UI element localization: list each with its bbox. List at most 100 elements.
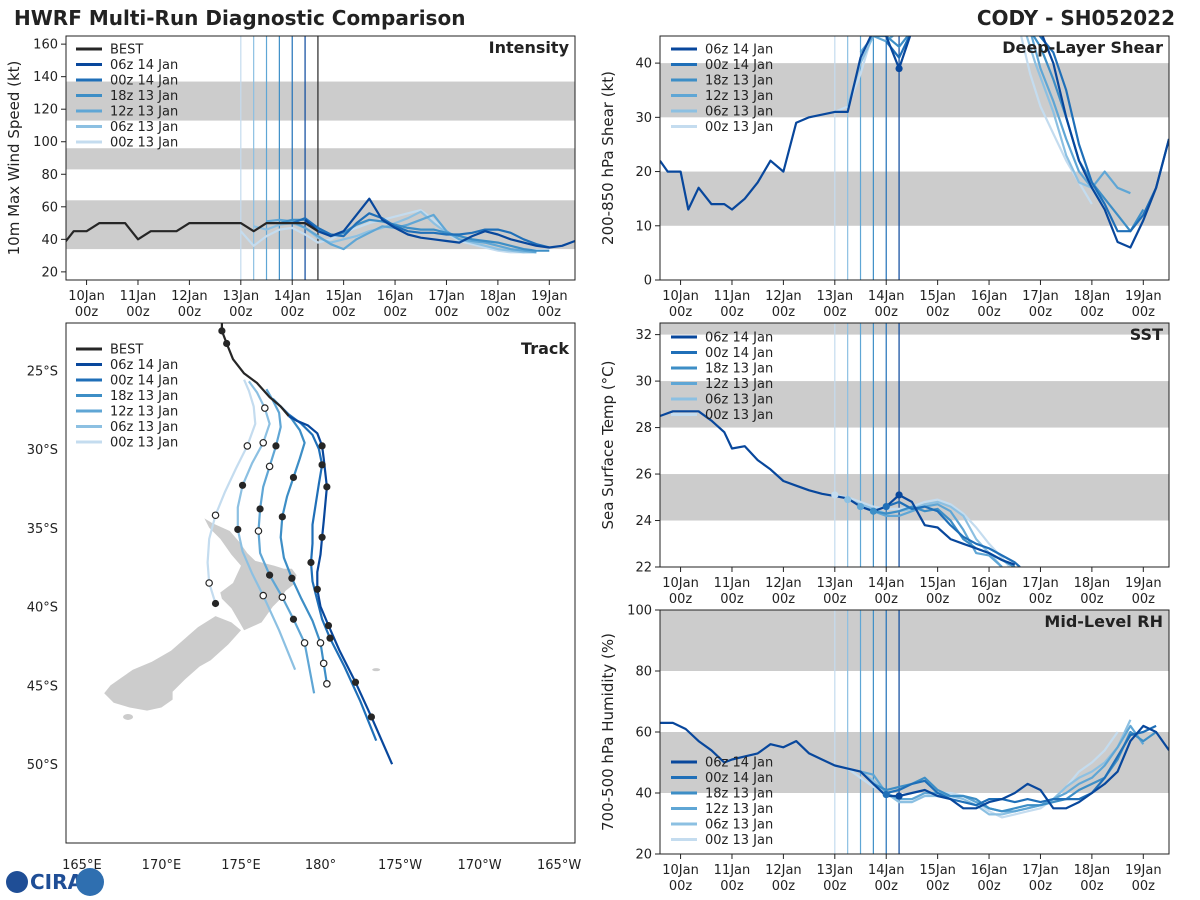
bands	[66, 81, 575, 250]
track-halfday-marker	[259, 438, 268, 447]
series-00z-13-jan	[834, 493, 1011, 567]
track-halfday-marker	[259, 591, 268, 600]
y-tick-label: 100	[33, 135, 58, 150]
x-tick-sublabel: 00z	[75, 305, 99, 320]
x-tick-label: 16Jan	[971, 576, 1008, 591]
x-tick-sublabel: 00z	[926, 592, 950, 607]
x-tick-sublabel: 00z	[772, 592, 796, 607]
legend-label: 06z 14 Jan	[705, 756, 773, 771]
track-day-marker	[266, 571, 274, 579]
band-1	[660, 381, 1169, 428]
lat-label: 35°S	[27, 522, 58, 537]
legend-label: 06z 13 Jan	[110, 120, 178, 135]
x-tick-label: 11Jan	[714, 576, 751, 591]
init-marker-06z-14-jan	[895, 64, 903, 73]
series-12z-13-jan	[860, 503, 1003, 567]
map-frame	[65, 322, 576, 844]
track-00z-14-jan	[279, 405, 378, 742]
intensity-panel: 20 40 60 80 100 120 140 160 10m Max Wind Speed (…	[5, 35, 576, 320]
track-day-marker	[318, 461, 326, 469]
y-tick-label: 40	[635, 787, 652, 802]
x-tick-sublabel: 00z	[823, 305, 847, 320]
x-tick-sublabel: 00z	[1029, 879, 1053, 894]
legend-label: 12z 13 Jan	[110, 405, 178, 420]
rh-panel: 20 40 60 80 100 700-500 hPa Humidity (%) 10Jan…	[599, 604, 1170, 894]
track-halfday-marker	[265, 462, 274, 471]
x-tick-label: 16Jan	[377, 289, 414, 304]
legend-label: BEST	[110, 43, 143, 58]
track-day-marker	[367, 713, 375, 721]
x-tick-label: 12Jan	[171, 289, 208, 304]
x-tick-sublabel: 00z	[720, 305, 744, 320]
track-day-marker	[289, 473, 298, 482]
south-island	[104, 616, 241, 711]
lon-label: 180°	[305, 858, 336, 873]
x-tick-sublabel: 00z	[1080, 305, 1104, 320]
y-axis: 0 10 20 30 40 200-850 hPa Shear (kt)	[599, 57, 660, 289]
track-day-marker	[211, 599, 220, 608]
x-tick-label: 11Jan	[714, 863, 751, 878]
north-island	[204, 518, 297, 631]
y-tick-label: 20	[41, 265, 58, 280]
track-halfday-marker	[323, 680, 331, 688]
x-tick-sublabel: 00z	[1029, 305, 1053, 320]
band-1	[66, 148, 575, 170]
x-tick-sublabel: 00z	[875, 879, 899, 894]
y-axis-label: 200-850 hPa Shear (kt)	[599, 71, 617, 245]
x-tick-sublabel: 00z	[1132, 592, 1156, 607]
band-0	[660, 474, 1169, 521]
bands	[660, 63, 1169, 226]
stewart-island	[123, 713, 134, 720]
y-tick-label: 0	[644, 274, 652, 289]
x-tick-label: 10Jan	[68, 289, 105, 304]
x-tick-label: 10Jan	[662, 863, 699, 878]
x-tick-sublabel: 00z	[977, 305, 1001, 320]
x-tick-label: 15Jan	[919, 289, 956, 304]
x-tick-sublabel: 00z	[926, 305, 950, 320]
plot-frame	[659, 322, 1170, 568]
x-tick-sublabel: 00z	[772, 305, 796, 320]
track-day-marker	[218, 327, 226, 335]
legend-label: 00z 13 Jan	[110, 436, 178, 451]
series-00z-14-jan	[885, 724, 1157, 807]
chatham-islands	[372, 668, 381, 672]
y-tick-label: 60	[41, 200, 58, 215]
x-tick-label: 17Jan	[1022, 576, 1059, 591]
x-tick-label: 14Jan	[868, 289, 905, 304]
track-00z-13-jan	[206, 379, 257, 604]
x-tick-label: 14Jan	[868, 863, 905, 878]
logo-globe	[6, 871, 28, 893]
x-tick-sublabel: 00z	[823, 879, 847, 894]
x-tick-label: 12Jan	[765, 289, 802, 304]
track-day-marker	[289, 615, 298, 623]
x-tick-label: 12Jan	[765, 576, 802, 591]
x-tick-label: 19Jan	[531, 289, 568, 304]
y-tick-label: 160	[33, 38, 58, 53]
series-06z-14-jan	[660, 36, 1169, 249]
legend-label: 06z 13 Jan	[705, 105, 773, 120]
init-marker-00z-14-jan	[882, 790, 890, 799]
y-tick-label: 22	[635, 561, 652, 576]
x-tick-sublabel: 00z	[720, 592, 744, 607]
x-tick-sublabel: 00z	[977, 592, 1001, 607]
y-tick-label: 40	[635, 57, 652, 72]
x-tick-label: 15Jan	[919, 576, 956, 591]
logo-emblem	[76, 868, 104, 896]
y-axis-label: 700-500 hPa Humidity (%)	[599, 633, 617, 831]
track-day-marker	[323, 483, 331, 491]
x-tick-sublabel: 00z	[332, 305, 356, 320]
x-tick-sublabel: 00z	[669, 305, 693, 320]
x-axis: 10Jan00z11Jan00z12Jan00z13Jan00z14Jan00z…	[68, 280, 568, 320]
plot-frame	[65, 35, 576, 281]
series-06z-14-jan	[660, 721, 1169, 810]
init-marker-06z-14-jan	[895, 792, 903, 800]
track-halfday-marker	[211, 511, 220, 520]
x-tick-sublabel: 00z	[1132, 305, 1156, 320]
lat-axis: 25°S 30°S 35°S 40°S 45°S 50°S	[27, 364, 58, 773]
legend-label: 00z 14 Jan	[705, 346, 773, 361]
